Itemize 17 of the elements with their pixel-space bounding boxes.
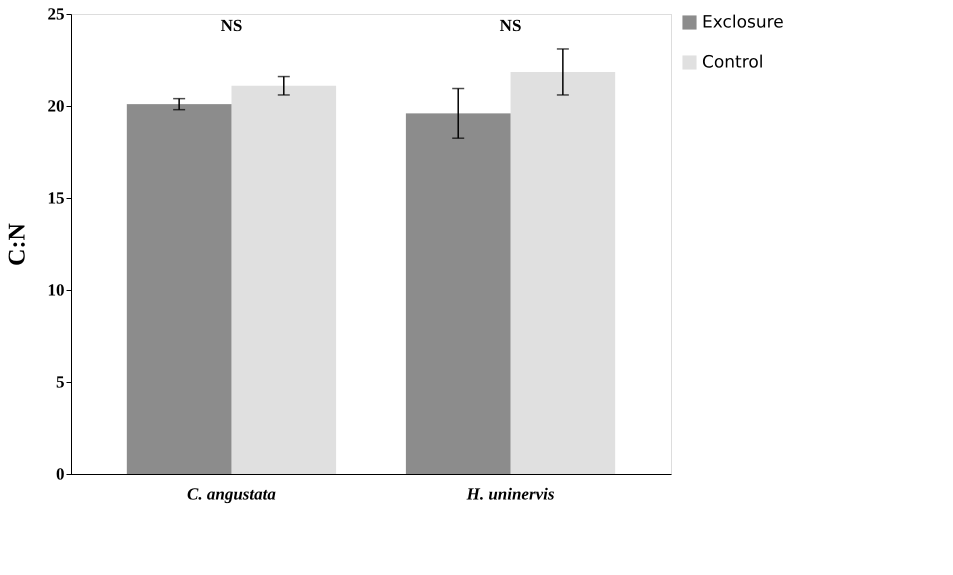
y-tick-label: 25 (48, 4, 64, 24)
x-tick-label: H. uninervis (466, 484, 555, 504)
y-axis-title: C:N (4, 222, 30, 266)
y-tick-label: 20 (48, 96, 64, 116)
bar (126, 104, 232, 474)
legend-label: Control (702, 52, 764, 72)
x-tick-label: C. angustata (187, 484, 276, 504)
y-tick-label: 0 (56, 464, 64, 484)
annotation: NS (500, 16, 522, 35)
annotation: NS (220, 16, 242, 35)
y-tick-label: 10 (48, 280, 64, 300)
y-tick-label: 5 (56, 372, 64, 392)
bar (510, 72, 616, 474)
bar (231, 86, 336, 474)
y-tick-label: 15 (48, 188, 64, 208)
bar (406, 113, 511, 474)
legend-label: Exclosure (702, 12, 784, 32)
